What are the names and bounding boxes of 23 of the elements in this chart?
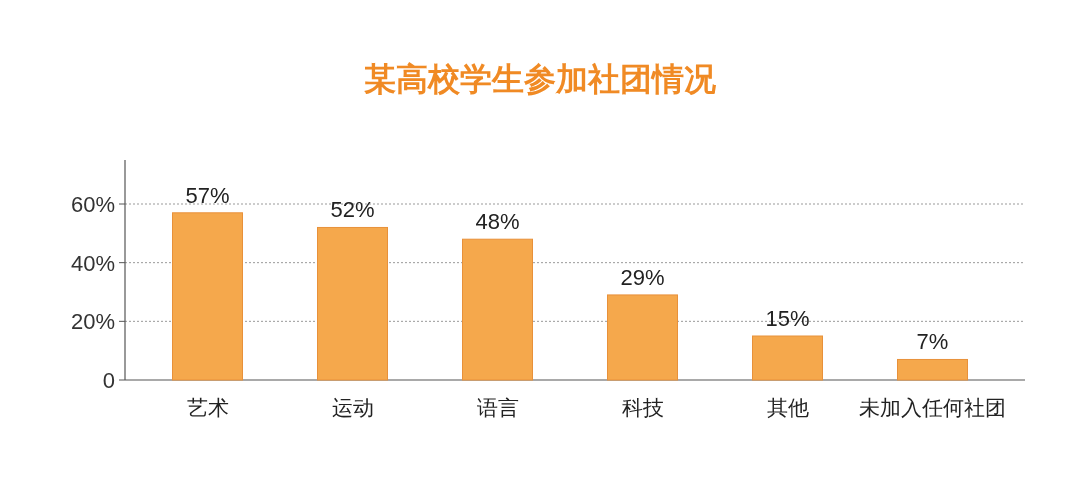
bar <box>462 238 533 381</box>
x-tick-label: 艺术 <box>186 396 229 419</box>
x-tick-label: 语言 <box>476 396 519 419</box>
y-tick-label: 20% <box>70 309 115 335</box>
bar <box>752 335 823 381</box>
y-tick-label: 40% <box>70 250 115 276</box>
data-label: 29% <box>620 264 665 290</box>
x-tick-label: 科技 <box>621 396 664 419</box>
bar <box>317 226 388 381</box>
bar <box>607 294 678 381</box>
data-label: 15% <box>765 306 810 331</box>
bar <box>172 212 243 381</box>
x-tick-label: 其他 <box>766 396 809 419</box>
data-label: 52% <box>330 197 375 223</box>
data-label: 57% <box>185 182 230 208</box>
x-tick-label: 未加入任何社团 <box>859 396 1006 419</box>
y-tick-label: 0 <box>102 368 115 393</box>
chart-title: 某高校学生参加社团情况 <box>364 61 717 97</box>
bar <box>897 358 968 381</box>
y-tick-label: 60% <box>70 192 115 217</box>
x-tick-label: 运动 <box>331 396 374 419</box>
data-label: 7% <box>916 329 949 355</box>
data-label: 48% <box>475 209 520 235</box>
